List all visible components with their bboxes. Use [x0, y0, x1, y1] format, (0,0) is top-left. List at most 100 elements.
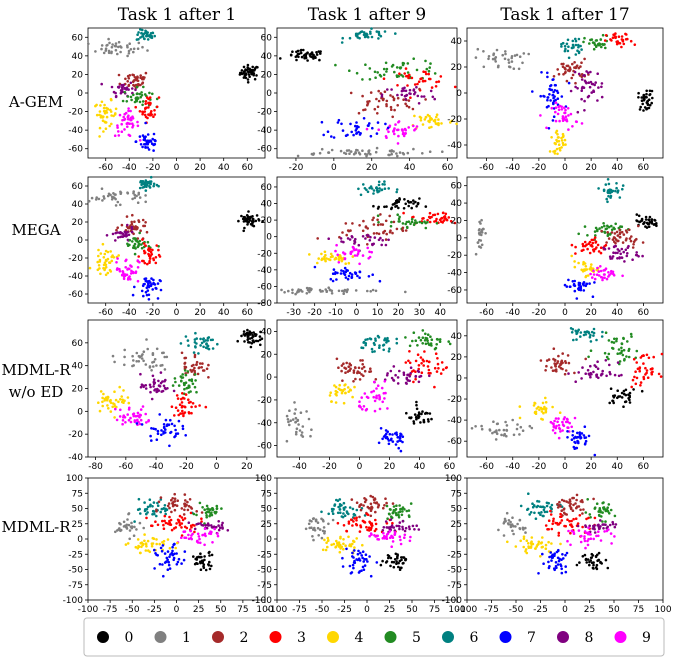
scatter-point	[541, 536, 544, 539]
scatter-points	[497, 492, 618, 575]
y-tick-label: -100	[252, 596, 273, 606]
scatter-point	[532, 404, 536, 407]
scatter-point	[407, 509, 411, 512]
scatter-point	[423, 350, 426, 353]
scatter-point	[571, 39, 575, 43]
scatter-point	[200, 511, 204, 514]
scatter-point	[110, 195, 114, 199]
scatter-point	[551, 429, 555, 432]
scatter-point	[575, 446, 579, 450]
scatter-point	[382, 67, 386, 71]
scatter-point	[387, 238, 390, 242]
scatter-point	[382, 531, 385, 535]
scatter-point	[111, 232, 115, 236]
scatter-point	[342, 401, 346, 405]
scatter-point	[193, 527, 197, 531]
scatter-point	[132, 191, 135, 195]
scatter-point	[349, 544, 353, 548]
y-tick-label: -20	[447, 251, 462, 261]
y-tick-label: 75	[72, 489, 83, 499]
scatter-point	[396, 84, 399, 87]
scatter-point	[389, 224, 393, 228]
scatter-point	[354, 522, 358, 526]
scatter-point	[359, 551, 362, 555]
scatter-point	[582, 260, 585, 264]
scatter-point	[141, 81, 145, 84]
scatter-point	[556, 136, 560, 139]
scatter-point	[377, 33, 381, 37]
scatter-point	[419, 374, 423, 378]
scatter-point	[570, 438, 574, 442]
scatter-point	[589, 559, 592, 562]
scatter-point	[576, 110, 580, 114]
scatter-point	[533, 402, 537, 405]
scatter-point	[121, 99, 125, 103]
scatter-point	[370, 347, 374, 351]
scatter-point	[152, 378, 156, 382]
scatter-point	[409, 96, 412, 99]
scatter-point	[397, 524, 401, 528]
x-tick-label: 40	[612, 308, 624, 318]
scatter-point	[588, 563, 591, 567]
scatter-point	[428, 126, 431, 129]
y-tick-label: 50	[451, 505, 463, 515]
scatter-point	[144, 142, 148, 146]
scatter-point	[417, 80, 421, 83]
scatter-point	[383, 90, 387, 93]
scatter-point	[589, 340, 593, 343]
scatter-point	[203, 558, 206, 562]
scatter-point	[572, 532, 576, 535]
scatter-point	[216, 342, 219, 346]
scatter-point	[396, 382, 400, 385]
scatter-point	[398, 504, 401, 507]
scatter-point	[376, 218, 379, 222]
scatter-point	[132, 534, 136, 537]
scatter-point	[101, 396, 104, 400]
scatter-point	[129, 95, 133, 99]
x-tick-label: 0	[354, 308, 360, 318]
scatter-point	[398, 220, 401, 223]
scatter-point	[133, 84, 136, 88]
scatter-point	[509, 523, 512, 527]
scatter-point	[615, 182, 618, 185]
scatter-point	[248, 215, 252, 219]
scatter-point	[544, 401, 548, 404]
scatter-point	[327, 539, 330, 542]
scatter-point	[370, 27, 373, 30]
scatter-point	[369, 574, 373, 578]
scatter-point	[577, 72, 581, 76]
scatter-point	[384, 238, 388, 241]
y-tick-label: 0	[266, 233, 272, 243]
scatter-point	[207, 347, 211, 351]
x-tick-label: -20	[532, 308, 547, 318]
scatter-point	[600, 229, 603, 233]
scatter-point	[358, 262, 361, 266]
scatter-point	[539, 114, 542, 117]
scatter-point	[258, 335, 262, 338]
scatter-point	[367, 506, 371, 510]
scatter-point	[392, 526, 396, 529]
scatter-point	[201, 533, 204, 537]
scatter-point	[143, 224, 147, 228]
scatter-point	[588, 240, 592, 244]
scatter-point	[559, 430, 562, 433]
scatter-point	[589, 70, 592, 74]
scatter-point	[146, 49, 149, 52]
scatter-point	[567, 278, 570, 282]
scatter-point	[109, 398, 112, 402]
scatter-point	[337, 261, 341, 264]
scatter-point	[344, 367, 348, 370]
x-tick-label: -20	[532, 163, 547, 173]
scatter-point	[428, 66, 432, 69]
scatter-point	[395, 227, 399, 231]
scatter-point	[143, 277, 146, 281]
scatter-point	[143, 181, 147, 184]
scatter-point	[124, 421, 127, 424]
scatter-point	[145, 338, 148, 341]
scatter-point	[405, 74, 408, 78]
scatter-point	[354, 151, 357, 154]
scatter-point	[573, 61, 576, 64]
scatter-point	[627, 393, 630, 397]
scatter-point	[599, 246, 603, 249]
